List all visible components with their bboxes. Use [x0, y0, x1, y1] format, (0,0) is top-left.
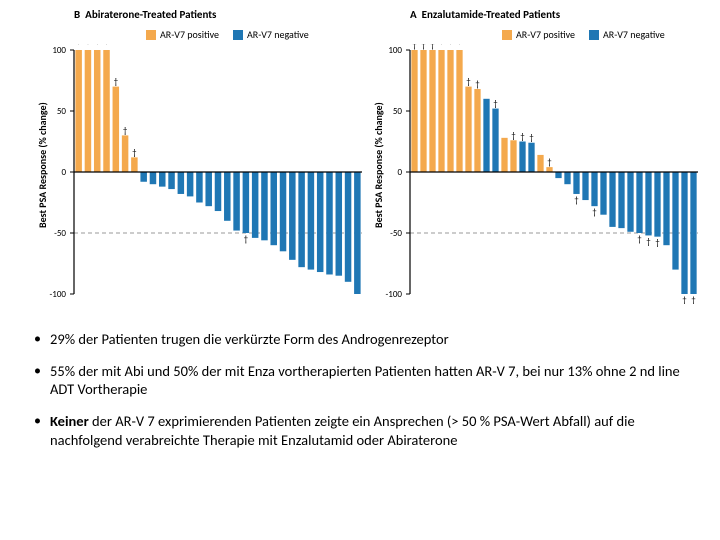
svg-text:*: *: [95, 44, 99, 51]
svg-text:†: †: [511, 130, 516, 141]
svg-text:†: †: [691, 295, 696, 304]
legend-negative: AR-V7 negative: [233, 28, 309, 41]
svg-text:-50: -50: [390, 228, 402, 239]
svg-text:†: †: [430, 44, 435, 51]
svg-text:*: *: [448, 44, 452, 51]
svg-text:†: †: [132, 147, 137, 158]
svg-text:*: *: [86, 44, 90, 51]
bullet-3-text: Keiner der AR-V 7 exprimierenden Patient…: [50, 412, 635, 448]
swatch-positive-icon: [146, 30, 156, 40]
svg-text:*: *: [104, 44, 108, 51]
bullet-2-text: 55% der mit Abi und 50% der mit Enza vor…: [50, 362, 680, 398]
svg-text:†: †: [114, 77, 119, 88]
svg-text:0: 0: [61, 167, 66, 178]
bullet-1-text: 29% der Patienten trugen die verkürzte F…: [50, 330, 449, 348]
svg-text:†: †: [574, 195, 579, 206]
charts-row: B Abiraterone-Treated Patients AR-V7 pos…: [36, 8, 708, 308]
bullet-3: Keiner der AR-V 7 exprimierenden Patient…: [34, 412, 694, 448]
legend-positive-label: AR-V7 positive: [160, 28, 219, 41]
legend-positive: AR-V7 positive: [146, 28, 219, 41]
swatch-positive-a-icon: [502, 30, 512, 40]
svg-text:100: 100: [52, 45, 66, 56]
svg-text:†: †: [421, 44, 426, 51]
panel-b-legend: AR-V7 positive AR-V7 negative: [146, 28, 309, 41]
legend-negative-a: AR-V7 negative: [589, 28, 665, 41]
svg-text:*: *: [439, 44, 443, 51]
bullets-list: 29% der Patienten trugen die verkürzte F…: [34, 330, 694, 463]
svg-text:†: †: [493, 99, 498, 110]
panel-b: B Abiraterone-Treated Patients AR-V7 pos…: [36, 8, 372, 308]
svg-text:*: *: [76, 44, 80, 51]
svg-text:50: 50: [393, 106, 403, 117]
panel-b-title-text: Abiraterone-Treated Patients: [85, 8, 216, 21]
panel-a: A Enzalutamide-Treated Patients AR-V7 po…: [372, 8, 708, 308]
bullet-1: 29% der Patienten trugen die verkürzte F…: [34, 330, 694, 348]
panel-b-label: B: [74, 8, 80, 21]
panel-a-title-text: Enzalutamide-Treated Patients: [422, 8, 560, 21]
svg-text:†: †: [123, 125, 128, 136]
svg-text:†: †: [646, 236, 651, 247]
svg-text:†: †: [520, 132, 525, 143]
svg-text:†: †: [592, 207, 597, 218]
svg-text:†: †: [475, 79, 480, 90]
svg-text:†: †: [466, 77, 471, 88]
legend-negative-a-label: AR-V7 negative: [603, 28, 665, 41]
svg-text:-50: -50: [54, 228, 66, 239]
legend-negative-label: AR-V7 negative: [247, 28, 309, 41]
svg-text:†: †: [547, 157, 552, 168]
panel-a-chart-svg: -100 -50 0 50 100 † † † * * * † † † † † † † † † † † † † †: [372, 44, 708, 304]
panel-a-title: A Enzalutamide-Treated Patients: [410, 8, 560, 21]
svg-text:-100: -100: [386, 289, 403, 300]
svg-text:†: †: [412, 44, 417, 51]
svg-text:†: †: [682, 295, 687, 304]
svg-text:100: 100: [388, 45, 402, 56]
svg-text:†: †: [244, 234, 249, 245]
svg-text:†: †: [655, 238, 660, 249]
legend-positive-a-label: AR-V7 positive: [516, 28, 575, 41]
swatch-negative-a-icon: [589, 30, 599, 40]
panel-b-title: B Abiraterone-Treated Patients: [74, 8, 216, 21]
svg-text:-100: -100: [50, 289, 67, 300]
svg-text:50: 50: [57, 106, 67, 117]
panel-a-legend: AR-V7 positive AR-V7 negative: [502, 28, 665, 41]
panel-b-chart-svg: -100 -50 0 50 100 * * * * † † † †: [36, 44, 372, 304]
slide-root: B Abiraterone-Treated Patients AR-V7 pos…: [0, 0, 720, 540]
svg-text:*: *: [457, 44, 461, 51]
svg-text:†: †: [637, 234, 642, 245]
svg-text:0: 0: [397, 167, 402, 178]
svg-text:†: †: [529, 133, 534, 144]
panel-a-label: A: [410, 8, 417, 21]
bullet-2: 55% der mit Abi und 50% der mit Enza vor…: [34, 362, 694, 398]
legend-positive-a: AR-V7 positive: [502, 28, 575, 41]
swatch-negative-icon: [233, 30, 243, 40]
